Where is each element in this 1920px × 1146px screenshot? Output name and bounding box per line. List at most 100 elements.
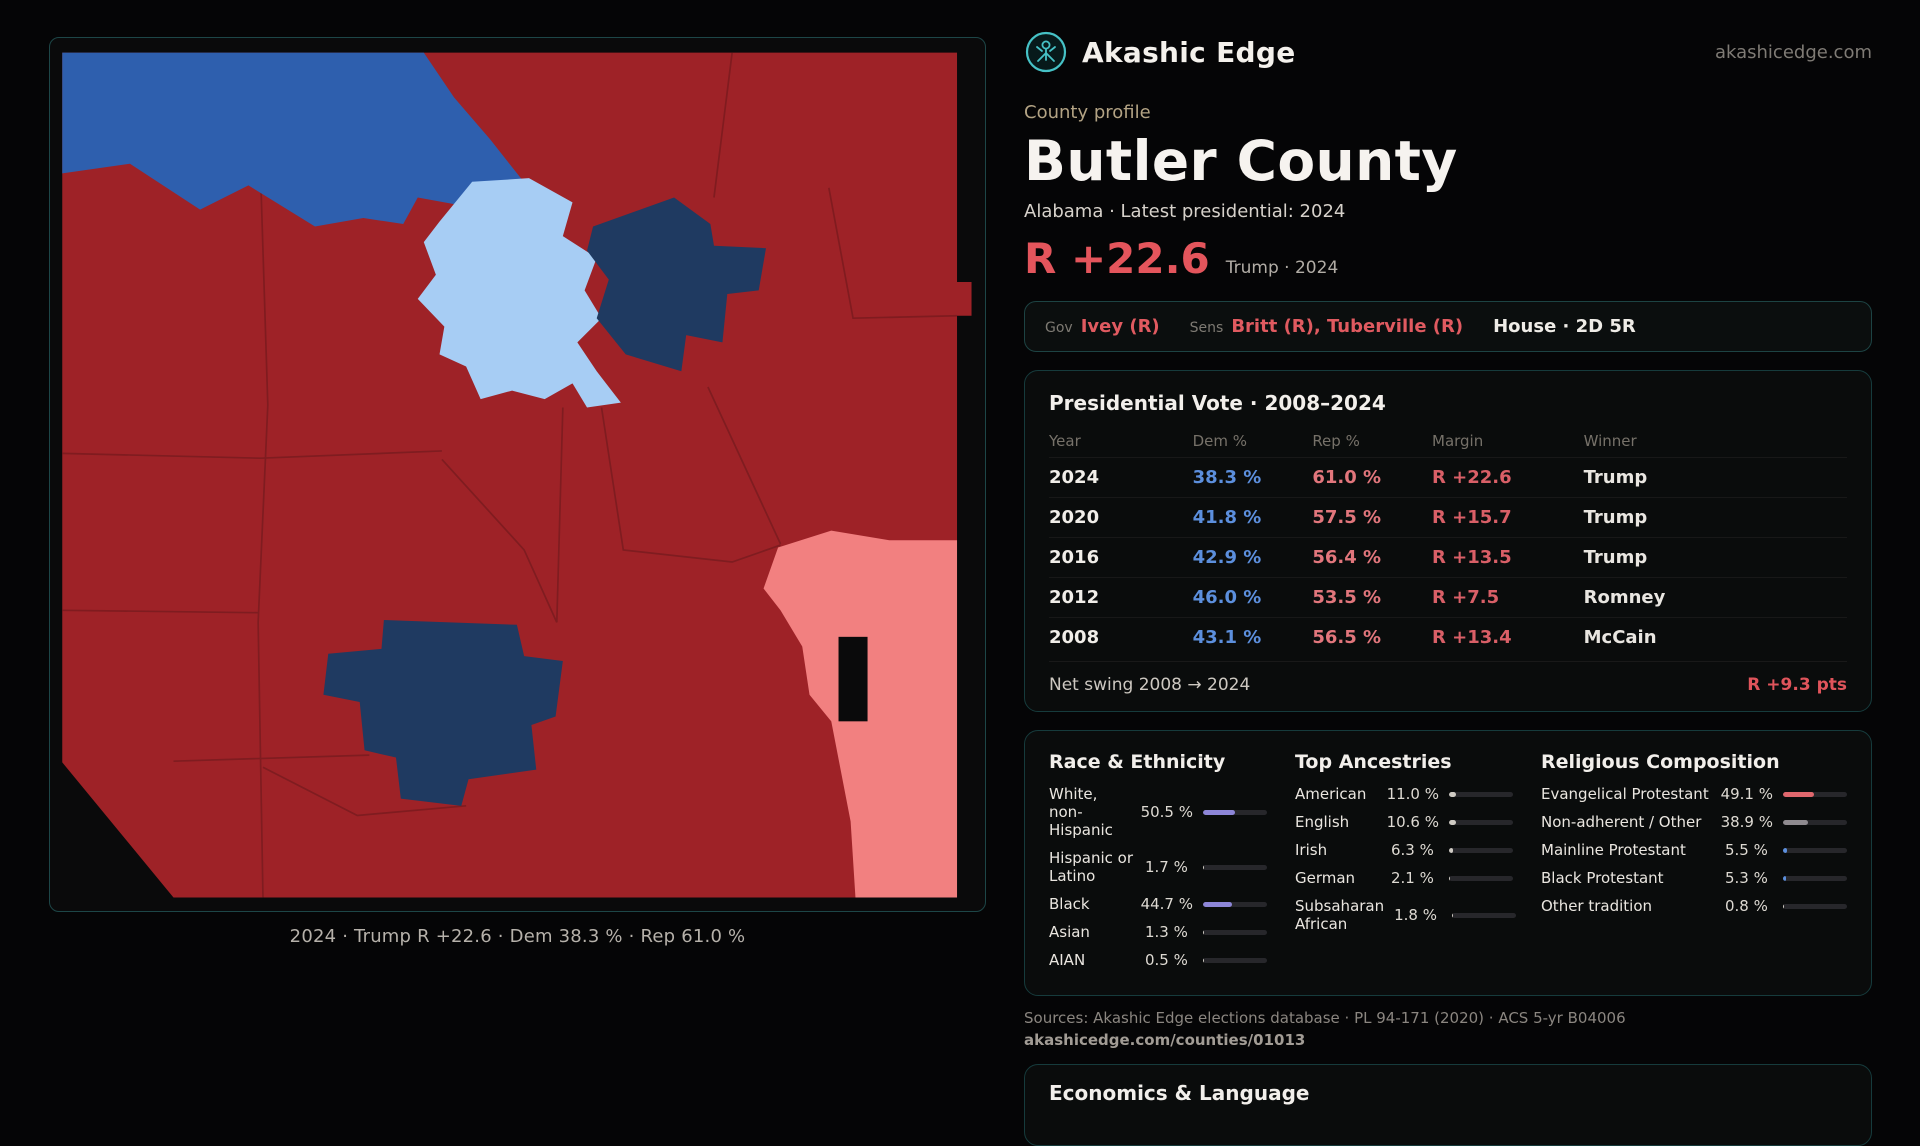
officials-bar: Gov Ivey (R) Sens Britt (R), Tuberville … xyxy=(1024,301,1872,352)
pres-cell-margin: R +13.4 xyxy=(1432,618,1584,658)
headline-margin-context: Trump · 2024 xyxy=(1226,258,1338,278)
demo-row: Black Protestant 5.3 % xyxy=(1541,869,1847,887)
demo-value: 0.5 % xyxy=(1145,951,1193,969)
demo-row: Black 44.7 % xyxy=(1049,895,1267,913)
demo-value: 49.1 % xyxy=(1721,785,1773,803)
demo-bar-fill xyxy=(1203,902,1232,907)
col-margin: Margin xyxy=(1432,423,1584,458)
pres-cell-rep: 56.5 % xyxy=(1312,618,1432,658)
demo-label: Asian xyxy=(1049,923,1135,941)
sources-county-url[interactable]: akashicedge.com/counties/01013 xyxy=(1024,1030,1872,1052)
pres-cell-margin: R +15.7 xyxy=(1432,498,1584,538)
sens-label: Sens xyxy=(1190,320,1224,336)
pres-cell-winner: Trump xyxy=(1584,498,1847,538)
akashic-edge-logo-icon[interactable] xyxy=(1024,30,1068,74)
pres-cell-margin: R +22.6 xyxy=(1432,458,1584,498)
pres-cell-margin: R +13.5 xyxy=(1432,538,1584,578)
demo-bar-fill xyxy=(1783,792,1814,797)
sources-line: Sources: Akashic Edge elections database… xyxy=(1024,1008,1872,1030)
presidential-vote-title: Presidential Vote · 2008–2024 xyxy=(1049,391,1847,415)
demo-bar-fill xyxy=(1783,904,1784,909)
demo-label: Black xyxy=(1049,895,1131,913)
demo-bar xyxy=(1783,848,1847,853)
col-dem: Dem % xyxy=(1193,423,1313,458)
demo-label: Subsaharan African xyxy=(1295,897,1384,933)
demo-bar-fill xyxy=(1449,820,1456,825)
pres-cell-margin: R +7.5 xyxy=(1432,578,1584,618)
pres-cell-year: 2024 xyxy=(1049,458,1193,498)
map-notch xyxy=(839,637,868,721)
site-domain[interactable]: akashicedge.com xyxy=(1715,42,1872,63)
demo-bar-fill xyxy=(1783,848,1787,853)
pres-cell-rep: 61.0 % xyxy=(1312,458,1432,498)
map-caption: 2024 · Trump R +22.6 · Dem 38.3 % · Rep … xyxy=(49,926,986,947)
demo-bar-fill xyxy=(1449,876,1450,881)
pres-cell-winner: McCain xyxy=(1584,618,1847,658)
pres-cell-dem: 46.0 % xyxy=(1193,578,1313,618)
net-swing-label: Net swing 2008 → 2024 xyxy=(1049,675,1250,695)
page: { "header": { "app_name": "Akashic Edge"… xyxy=(0,0,1920,1080)
app-name: Akashic Edge xyxy=(1082,36,1296,69)
pres-cell-year: 2020 xyxy=(1049,498,1193,538)
demo-value: 11.0 % xyxy=(1387,785,1439,803)
pres-cell-dem: 38.3 % xyxy=(1193,458,1313,498)
house-value: House · 2D 5R xyxy=(1493,316,1636,337)
col-winner: Winner xyxy=(1584,423,1847,458)
demo-bar xyxy=(1203,958,1267,963)
demo-bar-fill xyxy=(1449,792,1456,797)
demo-value: 1.7 % xyxy=(1145,858,1193,876)
demo-label: Irish xyxy=(1295,841,1381,859)
demo-column-title: Religious Composition xyxy=(1541,751,1847,773)
demo-row: Hispanic or Latino 1.7 % xyxy=(1049,849,1267,885)
demo-label: Hispanic or Latino xyxy=(1049,849,1135,885)
county-map[interactable] xyxy=(55,43,980,906)
demo-bar xyxy=(1449,792,1513,797)
headline-margin: R +22.6 xyxy=(1024,234,1210,283)
demo-bar-fill xyxy=(1203,865,1204,870)
demo-bar-fill xyxy=(1452,913,1453,918)
demo-value: 44.7 % xyxy=(1141,895,1193,913)
demo-value: 50.5 % xyxy=(1141,803,1193,821)
gov-value: Ivey (R) xyxy=(1081,316,1160,337)
demo-value: 2.1 % xyxy=(1391,869,1439,887)
col-year: Year xyxy=(1049,423,1193,458)
demo-bar xyxy=(1203,902,1267,907)
pres-cell-rep: 56.4 % xyxy=(1312,538,1432,578)
demo-label: Black Protestant xyxy=(1541,869,1715,887)
sens-value: Britt (R), Tuberville (R) xyxy=(1231,316,1463,337)
demo-bar xyxy=(1203,930,1267,935)
pres-cell-dem: 42.9 % xyxy=(1193,538,1313,578)
demo-bar xyxy=(1203,865,1267,870)
demo-label: Mainline Protestant xyxy=(1541,841,1715,859)
col-rep: Rep % xyxy=(1312,423,1432,458)
demo-bar xyxy=(1783,876,1847,881)
demo-bar xyxy=(1783,820,1847,825)
page-title: Butler County xyxy=(1024,129,1872,193)
presidential-vote-card: Presidential Vote · 2008–2024 Year Dem %… xyxy=(1024,370,1872,712)
demo-value: 10.6 % xyxy=(1387,813,1439,831)
sources: Sources: Akashic Edge elections database… xyxy=(1024,1008,1872,1052)
demo-value: 5.5 % xyxy=(1725,841,1773,859)
demo-column-title: Race & Ethnicity xyxy=(1049,751,1267,773)
demo-bar-fill xyxy=(1203,930,1204,935)
demo-bar xyxy=(1783,904,1847,909)
demo-bar xyxy=(1449,820,1513,825)
demo-value: 0.8 % xyxy=(1725,897,1773,915)
demo-value: 5.3 % xyxy=(1725,869,1773,887)
senators-group: Sens Britt (R), Tuberville (R) xyxy=(1190,316,1463,337)
